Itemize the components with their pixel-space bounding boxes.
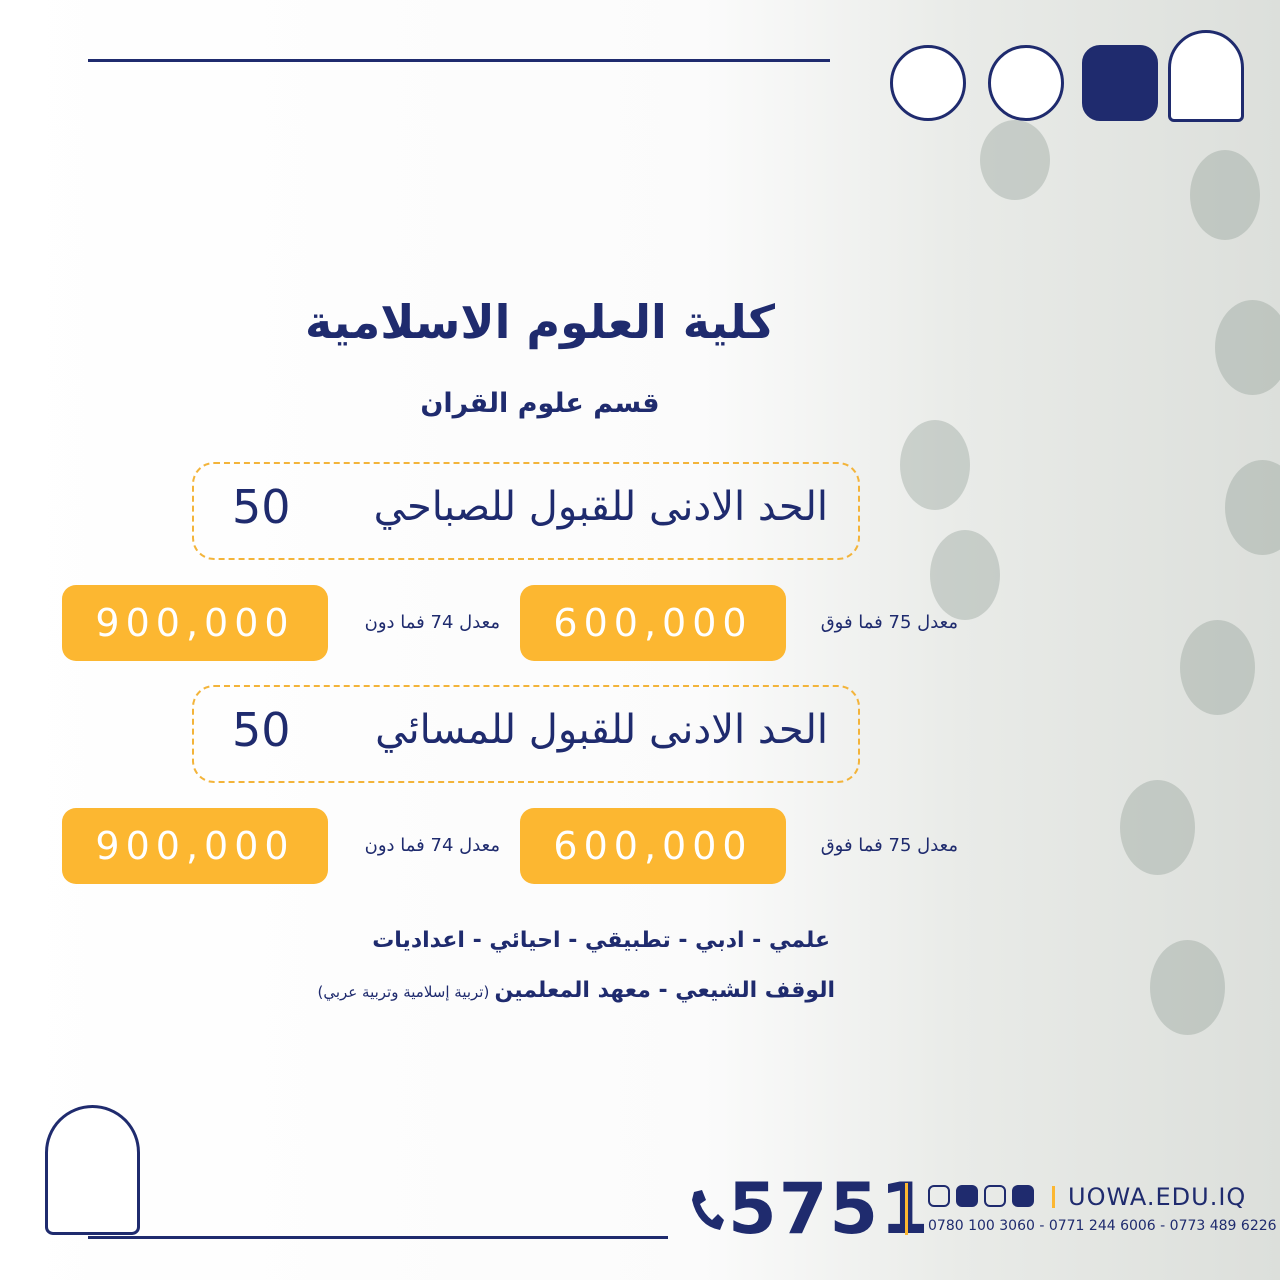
minimum-score: 50 — [232, 703, 291, 757]
separator — [1052, 1186, 1055, 1208]
eligibility-others: الوقف الشيعي - معهد المعلمين (تربية إسلا… — [318, 978, 836, 1003]
others: الوقف الشيعي - معهد المعلمين — [494, 978, 835, 1003]
minimum-box: الحد الادنى للقبول للصباحي 50 — [192, 462, 860, 560]
bead — [1225, 460, 1280, 555]
minimum-score: 50 — [232, 480, 291, 534]
separator — [905, 1183, 908, 1235]
bead — [900, 420, 970, 510]
fee-amount: 900,000 — [62, 585, 328, 661]
title: كلية العلوم الاسلامية — [305, 295, 775, 349]
hotline: 5751 — [728, 1168, 931, 1250]
social-icons — [928, 1185, 1036, 1209]
fee-label: معدل 75 فما فوق — [820, 612, 958, 633]
subtitle: قسم علوم القران — [420, 388, 660, 419]
minimum-box: الحد الادنى للقبول للمسائي 50 — [192, 685, 860, 783]
bead — [980, 120, 1050, 200]
top-rule — [88, 59, 830, 62]
fee-label: معدل 75 فما فوق — [820, 835, 958, 856]
phone-icon — [692, 1190, 724, 1230]
logo — [1082, 45, 1158, 121]
bead — [1215, 300, 1280, 395]
bead — [1150, 940, 1225, 1035]
fee-label: معدل 74 فما دون — [364, 612, 500, 633]
others-note: (تربية إسلامية وتربية عربي) — [317, 983, 490, 1001]
university-logo — [45, 1105, 140, 1235]
bead — [1180, 620, 1255, 715]
website: UOWA.EDU.IQ — [1068, 1183, 1247, 1211]
fee-amount: 900,000 — [62, 808, 328, 884]
logo — [988, 45, 1064, 121]
bead — [1190, 150, 1260, 240]
fee-amount: 600,000 — [520, 585, 786, 661]
branches: علمي - ادبي - تطبيقي - احيائي - اعداديات — [372, 928, 830, 953]
logo — [1168, 30, 1244, 122]
bead — [1120, 780, 1195, 875]
phones: 0780 100 3060 - 0771 244 6006 - 0773 489… — [928, 1218, 1277, 1234]
section-heading: الحد الادنى للقبول للصباحي — [373, 484, 828, 530]
bead — [930, 530, 1000, 620]
fee-amount: 600,000 — [520, 808, 786, 884]
fee-label: معدل 74 فما دون — [364, 835, 500, 856]
section-heading: الحد الادنى للقبول للمسائي — [375, 707, 828, 753]
logo — [890, 45, 966, 121]
bottom-rule — [88, 1236, 668, 1239]
